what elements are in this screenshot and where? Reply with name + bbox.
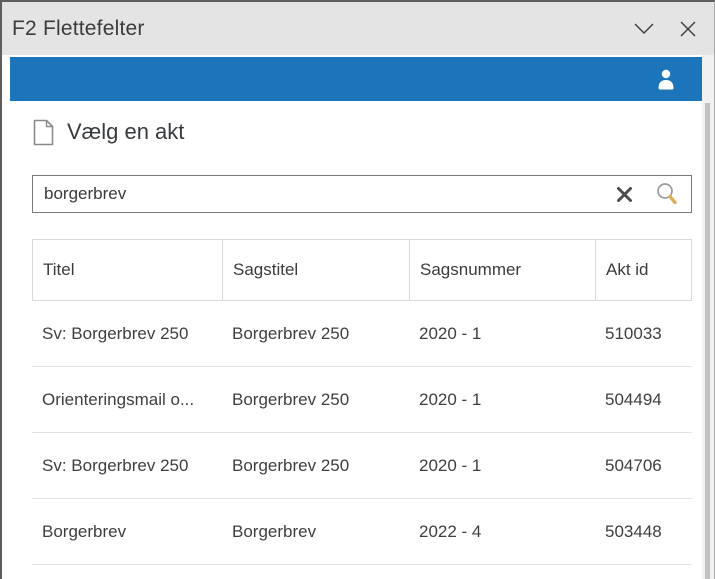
clear-search-icon[interactable] (612, 182, 636, 206)
cell-titel: Sv: Borgerbrev 250 (42, 323, 189, 343)
cell-akt-id: 510033 (605, 323, 662, 343)
document-icon (33, 119, 54, 146)
section-title: Vælg en akt (67, 119, 185, 144)
cell-sagstitel: Borgerbrev 250 (232, 323, 350, 343)
section-header: Vælg en akt (33, 117, 714, 147)
column-header-titel[interactable]: Titel (43, 260, 75, 279)
titlebar: F2 Flettefelter (2, 2, 714, 55)
scrollbar-thumb[interactable] (705, 103, 710, 579)
cell-sagsnummer: 2020 - 1 (419, 323, 482, 343)
vertical-scrollbar (702, 55, 714, 579)
search-box (32, 175, 692, 213)
chevron-down-icon[interactable] (632, 17, 656, 41)
cell-sagstitel: Borgerbrev 250 (232, 455, 350, 475)
window-title: F2 Flettefelter (12, 16, 145, 40)
cell-akt-id: 504494 (605, 389, 662, 409)
column-header-sagsnummer[interactable]: Sagsnummer (409, 240, 595, 300)
table-row[interactable]: Sv: Borgerbrev 250 Borgerbrev 250 2020 -… (32, 433, 692, 499)
table-row[interactable]: Orienteringsmail o... Borgerbrev 250 202… (32, 367, 692, 433)
table-row[interactable]: Sv: Borgerbrev 250 Borgerbrev 250 2020 -… (32, 301, 692, 367)
search-actions (612, 182, 691, 206)
app-bar (10, 57, 702, 101)
table-header-row: Titel Sagstitel Sagsnummer Akt id (32, 239, 692, 301)
results-table: Titel Sagstitel Sagsnummer Akt id Sv: Bo… (32, 239, 692, 565)
cell-titel: Sv: Borgerbrev 250 (42, 455, 189, 475)
cell-sagstitel: Borgerbrev (232, 521, 317, 541)
cell-akt-id: 503448 (605, 521, 662, 541)
column-header-akt-id[interactable]: Akt id (595, 240, 691, 300)
person-icon[interactable] (654, 67, 678, 91)
search-icon[interactable] (654, 182, 678, 206)
close-icon[interactable] (676, 17, 700, 41)
cell-sagstitel: Borgerbrev 250 (232, 389, 350, 409)
cell-akt-id: 504706 (605, 455, 662, 475)
cell-sagsnummer: 2020 - 1 (419, 389, 482, 409)
search-input[interactable] (33, 176, 612, 212)
titlebar-controls (632, 17, 700, 41)
cell-titel: Orienteringsmail o... (42, 389, 195, 409)
cell-sagsnummer: 2022 - 4 (419, 521, 482, 541)
table-row[interactable]: Borgerbrev Borgerbrev 2022 - 4 503448 (32, 499, 692, 565)
cell-titel: Borgerbrev (42, 521, 127, 541)
column-header-sagstitel[interactable]: Sagstitel (222, 240, 409, 300)
cell-sagsnummer: 2020 - 1 (419, 455, 482, 475)
